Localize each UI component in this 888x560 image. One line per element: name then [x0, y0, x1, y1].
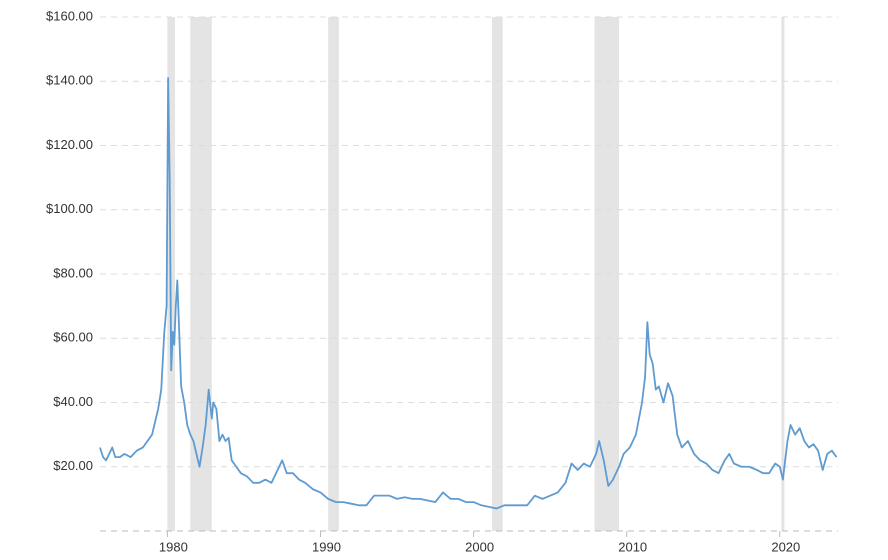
price-line: [99, 77, 838, 510]
y-tick-label: $160.00: [46, 8, 93, 23]
y-tick-label: $140.00: [46, 73, 93, 88]
x-tick-label: 1980: [159, 539, 188, 554]
y-tick-label: $60.00: [53, 330, 93, 345]
y-tick-label: $80.00: [53, 265, 93, 280]
y-tick-label: $20.00: [53, 458, 93, 473]
y-tick-label: $100.00: [46, 201, 93, 216]
y-tick-label: $40.00: [53, 394, 93, 409]
x-tick-label: 1990: [312, 539, 341, 554]
x-tick-label: 2000: [465, 539, 494, 554]
y-tick-label: $120.00: [46, 137, 93, 152]
x-tick-label: 2020: [771, 539, 800, 554]
x-tick-label: 2010: [618, 539, 647, 554]
